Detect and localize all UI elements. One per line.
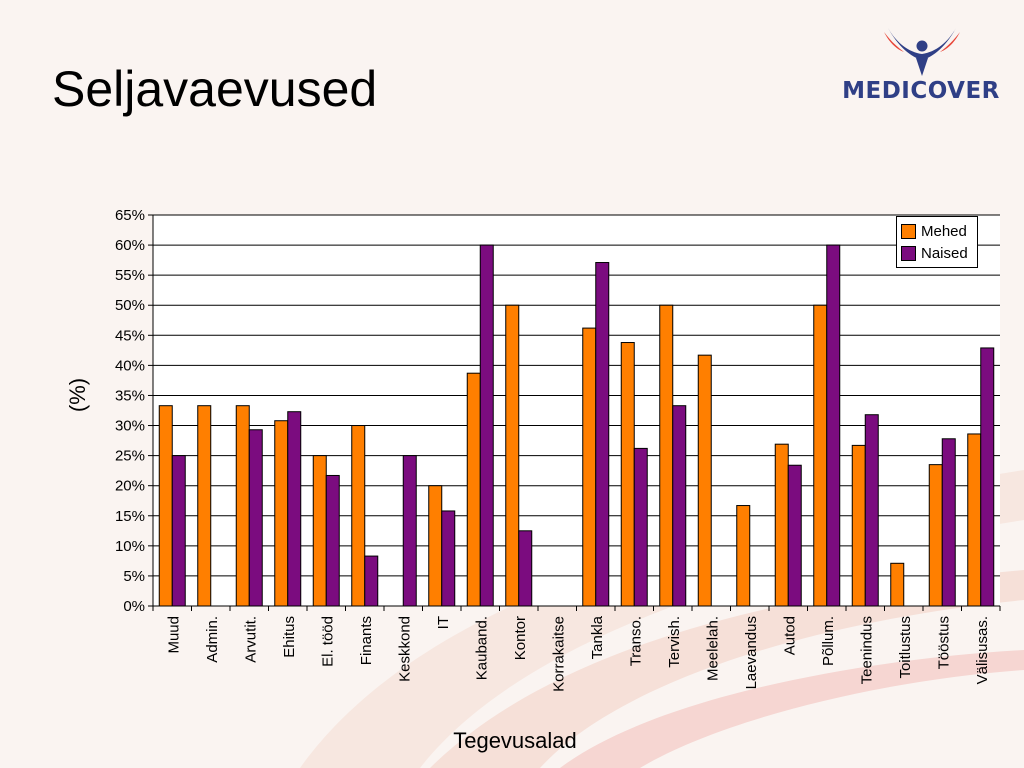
bar-mehed-11	[582, 327, 597, 607]
bar-naised-6	[402, 455, 417, 607]
page-title: Seljavaevused	[52, 61, 378, 117]
x-category-label: Kauband.	[473, 616, 490, 680]
bar-mehed-4	[312, 455, 327, 607]
y-axis-label: (%)	[65, 377, 90, 413]
x-category-label: Keskkond	[396, 616, 413, 682]
y-tick-label: 25%	[115, 448, 145, 465]
bar-mehed-18	[851, 444, 866, 607]
x-category-label: Ehitus	[281, 616, 298, 658]
bar-naised-4	[325, 474, 340, 607]
x-category-label: Korrakaitse	[550, 616, 567, 692]
bar-mehed-1	[197, 405, 212, 607]
bar-mehed-9	[505, 304, 520, 607]
bar-mehed-17	[813, 304, 828, 607]
legend-swatch-mehed	[901, 223, 916, 239]
bar-mehed-20	[928, 464, 943, 607]
x-category-label: Tankla	[589, 615, 606, 659]
y-tick-label: 20%	[115, 478, 145, 495]
bar-naised-11	[595, 262, 610, 607]
bar-mehed-7	[428, 485, 443, 607]
bar-naised-20	[941, 438, 956, 607]
bar-mehed-3	[274, 420, 289, 607]
y-tick-label: 15%	[115, 508, 145, 525]
y-tick-label: 50%	[115, 297, 145, 314]
bar-naised-0	[171, 455, 186, 607]
bar-naised-8	[479, 244, 494, 607]
x-category-label: Laevandus	[743, 616, 760, 689]
x-category-label: Muud	[165, 616, 182, 654]
x-category-label: El. tööd	[319, 616, 336, 667]
bar-naised-16	[787, 464, 802, 607]
legend: Mehed Naised	[896, 216, 978, 268]
bar-naised-7	[441, 510, 456, 607]
y-tick-label: 55%	[115, 267, 145, 284]
bar-naised-3	[287, 411, 302, 607]
y-tick-label: 40%	[115, 357, 145, 374]
legend-label-naised: Naised	[921, 244, 968, 262]
bar-mehed-14	[697, 354, 712, 607]
y-tick-label: 0%	[123, 598, 145, 615]
x-category-label: Autod	[781, 616, 798, 655]
bar-naised-5	[364, 555, 379, 607]
bar-mehed-16	[774, 443, 789, 607]
bar-mehed-21	[967, 433, 982, 607]
legend-item-naised: Naised	[901, 243, 968, 263]
x-category-label: IT	[435, 616, 452, 629]
y-tick-label: 30%	[115, 418, 145, 435]
x-category-label: Kontor	[512, 616, 529, 660]
x-category-label: Admin.	[204, 616, 221, 663]
bar-naised-18	[864, 414, 879, 607]
y-tick-label: 10%	[115, 538, 145, 555]
x-category-label: Finants	[358, 616, 375, 665]
bar-mehed-8	[466, 372, 481, 607]
x-category-label: Tervish.	[666, 616, 683, 668]
y-tick-label: 35%	[115, 387, 145, 404]
bar-naised-13	[672, 405, 687, 607]
x-category-label: Arvutit.	[242, 616, 259, 663]
bar-mehed-2	[235, 405, 250, 607]
x-category-label: Teenindus	[858, 616, 875, 684]
bar-mehed-13	[659, 304, 674, 607]
bar-naised-9	[518, 530, 533, 607]
y-tick-label: 45%	[115, 327, 145, 344]
bar-mehed-5	[351, 425, 366, 607]
logo-text: MEDICOVER	[842, 78, 1000, 104]
x-category-label: Meelelah.	[704, 616, 721, 681]
x-category-label: Tööstus	[935, 616, 952, 669]
x-category-label: Välisusas.	[974, 616, 991, 684]
bar-naised-21	[980, 347, 995, 607]
bar-naised-12	[633, 447, 648, 607]
legend-item-mehed: Mehed	[901, 221, 967, 241]
bar-mehed-0	[158, 405, 173, 607]
x-axis-label: Tegevusalad	[453, 728, 577, 753]
y-tick-label: 65%	[115, 207, 145, 224]
legend-swatch-naised	[901, 245, 916, 261]
x-category-label: Toitlustus	[897, 616, 914, 679]
bar-naised-2	[248, 429, 263, 607]
logo-figure-icon	[884, 28, 960, 76]
x-category-label: Transo.	[627, 616, 644, 666]
bar-mehed-12	[620, 342, 635, 607]
legend-label-mehed: Mehed	[921, 222, 967, 240]
bar-mehed-15	[736, 505, 751, 607]
y-tick-label: 60%	[115, 237, 145, 254]
medicover-logo: MEDICOVER	[838, 20, 1004, 110]
x-category-label: Põllum.	[820, 616, 837, 666]
bar-naised-17	[826, 244, 841, 607]
y-tick-label: 5%	[123, 568, 145, 585]
bar-mehed-19	[890, 562, 905, 607]
